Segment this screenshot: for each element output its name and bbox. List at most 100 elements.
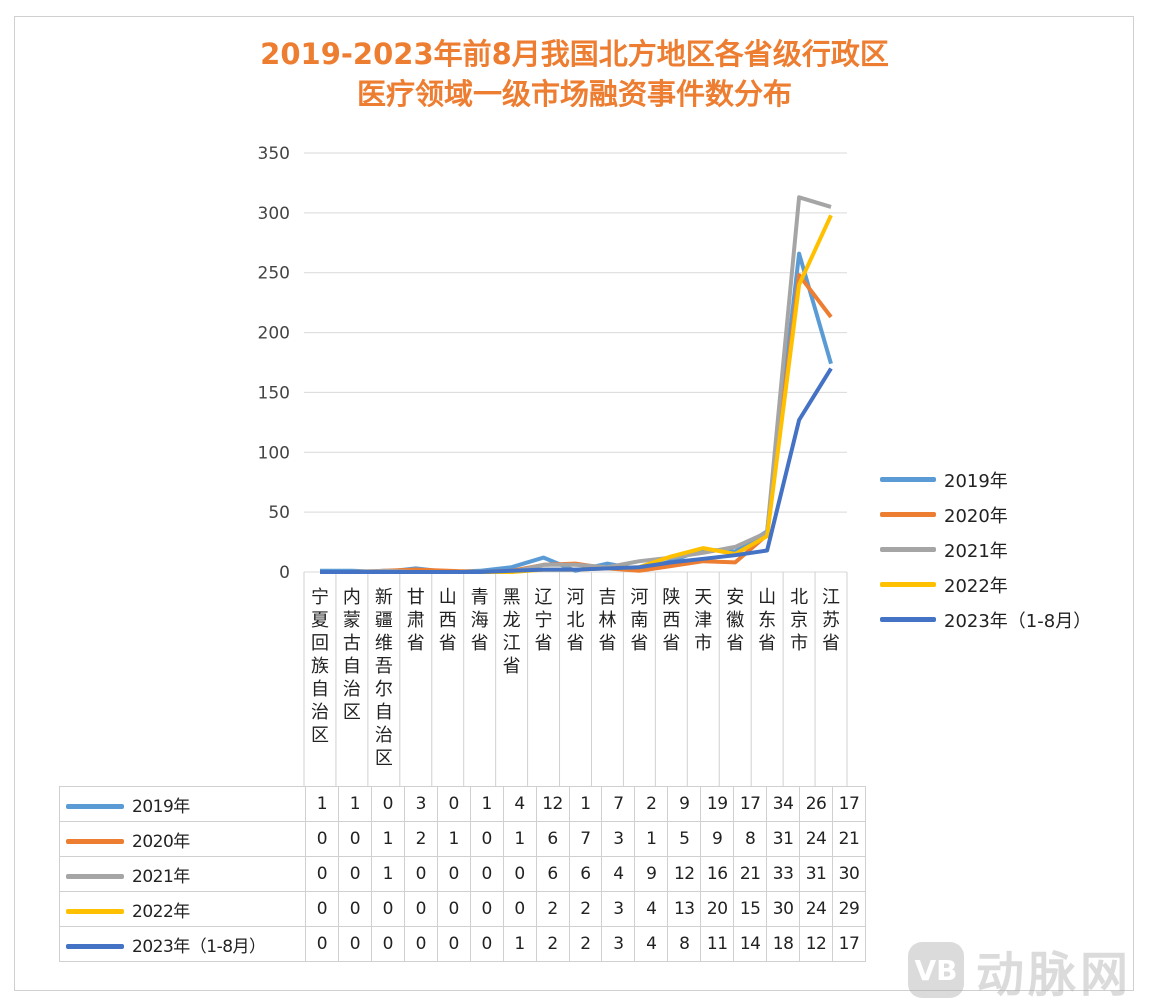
table-series-key: 2023年（1-8月） — [59, 926, 306, 962]
chart-frame — [14, 16, 1134, 991]
table-cell: 29 — [832, 891, 866, 927]
legend-label: 2021年 — [944, 540, 1008, 562]
table-row: 2019年 1 1 0 3 0 1 4 12 1 7 2 9 19 17 34 26 17 — [59, 786, 866, 822]
table-cell: 0 — [469, 821, 504, 857]
legend-swatch — [880, 512, 936, 517]
table-cell: 1 — [436, 821, 471, 857]
table-cell: 17 — [832, 926, 866, 962]
legend-item: 2023年（1-8月） — [880, 602, 1091, 637]
table-cell: 31 — [766, 821, 801, 857]
y-tick-label: 250 — [258, 264, 290, 284]
category-label: 天津市 — [694, 587, 713, 654]
legend-swatch — [880, 617, 936, 622]
table-cell: 21 — [832, 821, 866, 857]
category-label: 黑龙江省 — [502, 587, 521, 677]
y-tick-label: 0 — [279, 563, 290, 583]
category-label: 河南省 — [630, 587, 649, 654]
table-cell: 7 — [601, 786, 636, 822]
table-cell: 3 — [601, 891, 636, 927]
legend-label: 2022年 — [944, 575, 1008, 597]
table-cell: 0 — [370, 891, 405, 927]
table-series-key: 2021年 — [59, 856, 306, 892]
table-cell: 0 — [305, 891, 339, 927]
table-cell: 12 — [799, 926, 833, 962]
table-cell: 3 — [601, 926, 636, 962]
table-cell: 26 — [799, 786, 833, 822]
table-cell: 21 — [733, 856, 768, 892]
table-cell: 1 — [502, 926, 537, 962]
series-line-1 — [320, 273, 833, 574]
table-cell: 4 — [502, 786, 537, 822]
table-series-name: 2023年（1-8月） — [132, 936, 266, 957]
table-cell: 12 — [535, 786, 570, 822]
table-cell: 1 — [370, 821, 405, 857]
series-line-0 — [320, 251, 833, 574]
table-row: 2023年（1-8月） 0 0 0 0 0 0 1 2 2 3 4 8 11 14 18 12 17 — [59, 926, 866, 962]
legend-swatch — [880, 547, 936, 552]
table-cell: 0 — [403, 926, 438, 962]
table-cell: 3 — [601, 821, 636, 857]
legend-item: 2020年 — [880, 497, 1091, 532]
chart-title: 2019-2023年前8月我国北方地区各省级行政区 医疗领域一级市场融资事件数分… — [0, 34, 1149, 114]
category-label: 新疆维吾尔自治区 — [374, 587, 393, 769]
legend-label: 2019年 — [944, 470, 1008, 492]
table-cell: 9 — [634, 856, 669, 892]
table-cell: 30 — [832, 856, 866, 892]
table-cell: 1 — [337, 786, 372, 822]
table-cell: 1 — [634, 821, 669, 857]
table-cell: 0 — [370, 926, 405, 962]
watermark-logo-icon: VB — [908, 942, 964, 998]
category-label: 北京市 — [790, 587, 809, 654]
table-cell: 0 — [436, 891, 471, 927]
table-cell: 34 — [766, 786, 801, 822]
table-cell: 2 — [535, 926, 570, 962]
y-tick-label: 300 — [258, 204, 290, 224]
category-label: 辽宁省 — [534, 587, 553, 654]
legend-label: 2020年 — [944, 505, 1008, 527]
table-cell: 7 — [568, 821, 603, 857]
table-cell: 2 — [568, 891, 603, 927]
legend-item: 2022年 — [880, 567, 1091, 602]
table-series-key: 2019年 — [59, 786, 306, 822]
table-cell: 0 — [436, 926, 471, 962]
table-cell: 2 — [403, 821, 438, 857]
table-cell: 0 — [337, 926, 372, 962]
table-cell: 4 — [634, 891, 669, 927]
table-cell: 13 — [667, 891, 702, 927]
table-cell: 9 — [667, 786, 702, 822]
category-label: 河北省 — [566, 587, 585, 654]
table-cell: 1 — [469, 786, 504, 822]
table-cell: 0 — [305, 926, 339, 962]
table-cell: 5 — [667, 821, 702, 857]
table-cell: 8 — [733, 821, 768, 857]
table-cell: 15 — [733, 891, 768, 927]
table-cell: 0 — [305, 856, 339, 892]
table-cell: 0 — [337, 891, 372, 927]
table-cell: 4 — [601, 856, 636, 892]
category-label: 甘肃省 — [406, 587, 425, 654]
y-tick-label: 350 — [258, 144, 290, 164]
table-cell: 2 — [634, 786, 669, 822]
series-line-3 — [320, 214, 833, 574]
table-cell: 3 — [403, 786, 438, 822]
series-line-4 — [320, 367, 833, 574]
watermark-text: 动脉网 — [976, 947, 1133, 1003]
chart-legend: 2019年 2020年 2021年 2022年 2023年（1-8月） — [880, 462, 1091, 637]
category-label: 陕西省 — [662, 587, 681, 654]
table-cell: 17 — [733, 786, 768, 822]
table-row: 2021年 0 0 1 0 0 0 0 6 6 4 9 12 16 21 33 31 30 — [59, 856, 866, 892]
table-cell: 12 — [667, 856, 702, 892]
table-cell: 2 — [535, 891, 570, 927]
chart-title-line-1: 2019-2023年前8月我国北方地区各省级行政区 — [260, 37, 889, 71]
table-cell: 18 — [766, 926, 801, 962]
table-key-swatch — [66, 804, 124, 809]
table-series-name: 2022年 — [132, 901, 190, 922]
category-label: 青海省 — [470, 587, 489, 654]
table-cell: 0 — [469, 926, 504, 962]
data-table: 2019年 1 1 0 3 0 1 4 12 1 7 2 9 19 17 34 26 17 2020年 0 0 1 2 1 0 1… — [59, 786, 866, 962]
table-cell: 0 — [436, 856, 471, 892]
legend-item: 2021年 — [880, 532, 1091, 567]
category-label: 吉林省 — [598, 587, 617, 654]
table-key-swatch — [66, 909, 124, 914]
table-series-name: 2021年 — [132, 866, 190, 887]
